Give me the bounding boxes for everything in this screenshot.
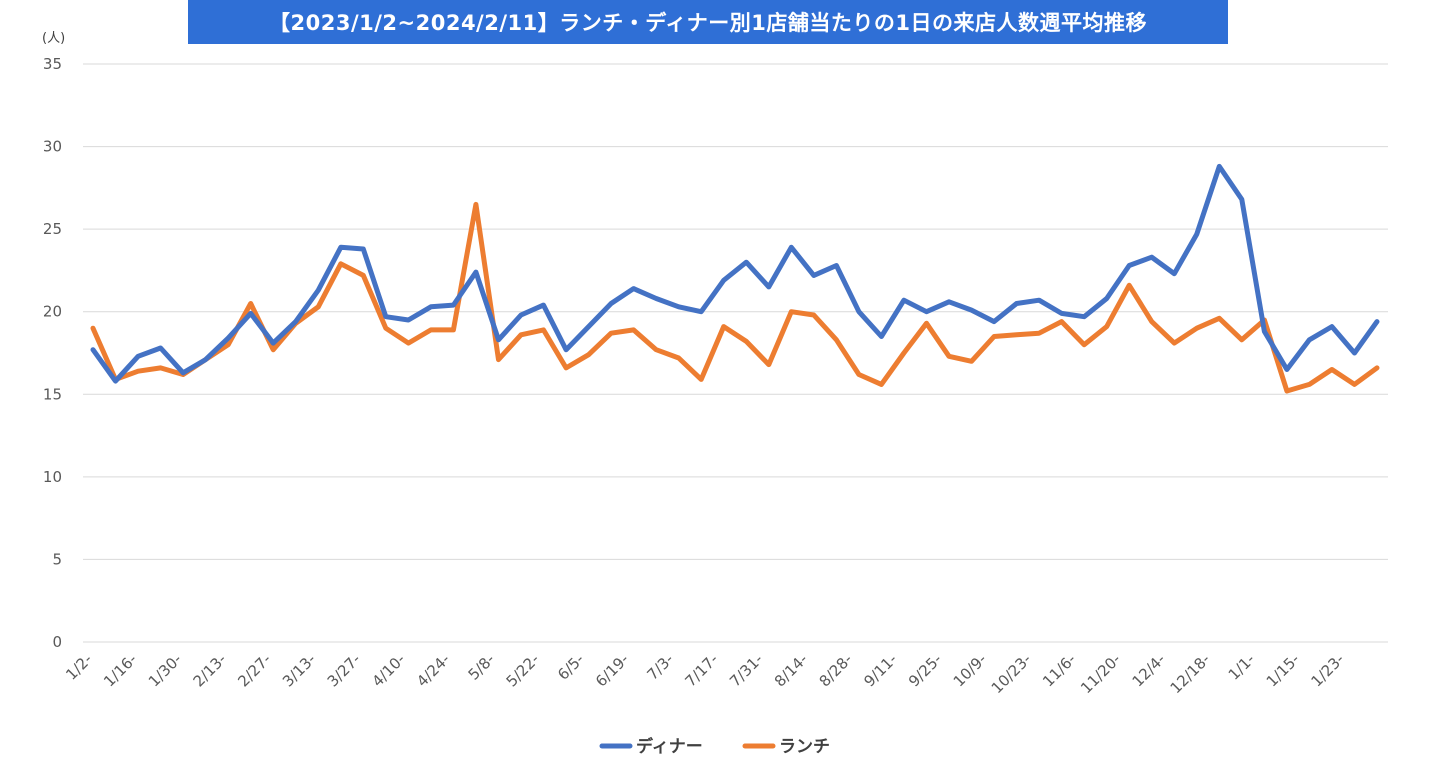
x-tick-label: 1/1- [1225,650,1259,684]
x-tick-label: 7/31- [726,650,766,690]
y-tick-label: 5 [52,550,62,568]
y-tick-label: 10 [43,468,62,486]
x-tick-label: 1/23- [1307,650,1347,690]
x-tick-label: 12/18- [1167,650,1214,697]
y-tick-label: 15 [43,385,62,403]
x-tick-label: 7/3- [643,650,677,684]
x-tick-label: 8/28- [816,650,856,690]
y-axis-unit-label: (人) [42,31,65,46]
x-tick-label: 1/15- [1263,650,1303,690]
series-lines [90,163,1380,394]
x-tick-label: 1/30- [145,650,185,690]
y-axis-ticks: 0 5 10 15 20 25 30 35 [43,55,62,651]
y-tick-label: 25 [43,220,62,238]
x-tick-label: 10/9- [950,650,990,690]
x-tick-label: 11/6- [1039,650,1079,690]
x-tick-label: 3/13- [279,650,319,690]
x-tick-label: 1/2- [62,650,96,684]
x-tick-label: 2/13- [190,650,230,690]
legend: ディナー ランチ [599,736,830,757]
x-tick-label: 5/8- [465,650,499,684]
x-tick-label: 6/5- [554,650,588,684]
x-tick-label: 2/27- [234,650,274,690]
series-line-1 [90,201,1380,394]
series-line-0 [90,163,1380,384]
x-tick-label: 4/10- [368,650,408,690]
x-tick-label: 4/24- [413,650,453,690]
x-tick-label: 10/23- [988,650,1035,697]
legend-label-1: ランチ [779,737,830,757]
x-tick-label: 3/27- [324,650,364,690]
y-tick-label: 0 [52,633,62,651]
y-tick-label: 30 [43,138,62,156]
x-tick-label: 9/25- [905,650,945,690]
x-tick-label: 8/14- [771,650,811,690]
x-tick-label: 9/11- [860,650,900,690]
legend-label-0: ディナー [636,736,703,757]
chart-title: 【2023/1/2~2024/2/11】ランチ・ディナー別1店舗当たりの1日の来… [188,0,1228,44]
y-tick-label: 20 [43,303,62,321]
x-tick-label: 11/20- [1077,650,1124,697]
x-tick-label: 12/4- [1129,650,1169,690]
y-tick-label: 35 [43,55,62,73]
x-tick-label: 1/16- [100,650,140,690]
x-tick-label: 6/19- [592,650,632,690]
x-axis-ticks: 1/2- 1/16- 1/30- 2/13- 2/27- 3/13- 3/27- 4/10- 4… [62,650,1348,697]
x-tick-label: 5/22- [503,650,543,690]
gridlines [83,63,1388,643]
x-tick-label: 7/17- [681,650,721,690]
